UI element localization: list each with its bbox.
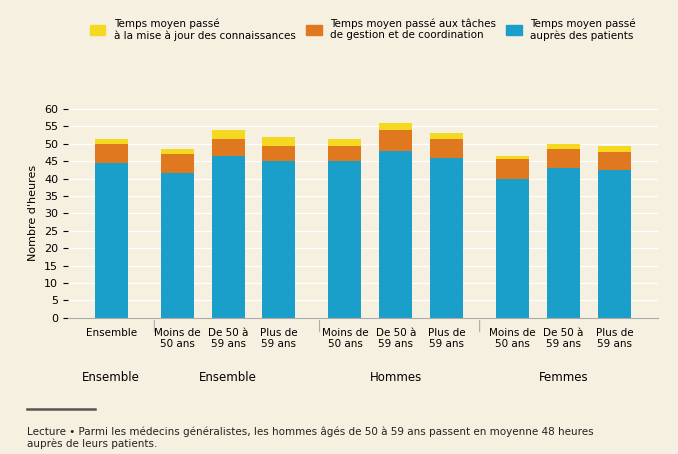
Bar <box>95 163 127 318</box>
Bar <box>496 159 530 178</box>
Bar <box>547 144 580 149</box>
Text: Ensemble: Ensemble <box>199 370 257 384</box>
Bar <box>95 144 127 163</box>
Bar <box>430 158 463 318</box>
Bar <box>496 178 530 318</box>
Bar <box>161 149 194 154</box>
Bar <box>328 145 361 161</box>
Y-axis label: Nombre d'heures: Nombre d'heures <box>28 165 39 262</box>
Bar <box>262 161 296 318</box>
Bar <box>430 138 463 158</box>
Bar <box>161 173 194 318</box>
Bar <box>262 145 296 161</box>
Bar <box>161 154 194 173</box>
Bar <box>328 138 361 145</box>
Bar <box>379 130 412 151</box>
Bar <box>598 145 631 153</box>
Bar <box>547 149 580 168</box>
Text: Ensemble: Ensemble <box>82 370 140 384</box>
Text: Hommes: Hommes <box>370 370 422 384</box>
Text: Lecture • Parmi les médecins généralistes, les hommes âgés de 50 à 59 ans passen: Lecture • Parmi les médecins généraliste… <box>27 427 594 449</box>
Bar <box>379 123 412 130</box>
Bar <box>379 151 412 318</box>
Bar <box>430 133 463 138</box>
Bar <box>547 168 580 318</box>
Bar <box>496 156 530 159</box>
Bar <box>598 170 631 318</box>
Bar <box>328 161 361 318</box>
Legend: Temps moyen passé
à la mise à jour des connaissances, Temps moyen passé aux tâch: Temps moyen passé à la mise à jour des c… <box>85 14 640 45</box>
Bar <box>598 153 631 170</box>
Bar <box>95 138 127 144</box>
Bar <box>212 130 245 138</box>
Bar <box>212 156 245 318</box>
Bar <box>212 138 245 156</box>
Bar <box>262 137 296 145</box>
Text: Femmes: Femmes <box>539 370 589 384</box>
